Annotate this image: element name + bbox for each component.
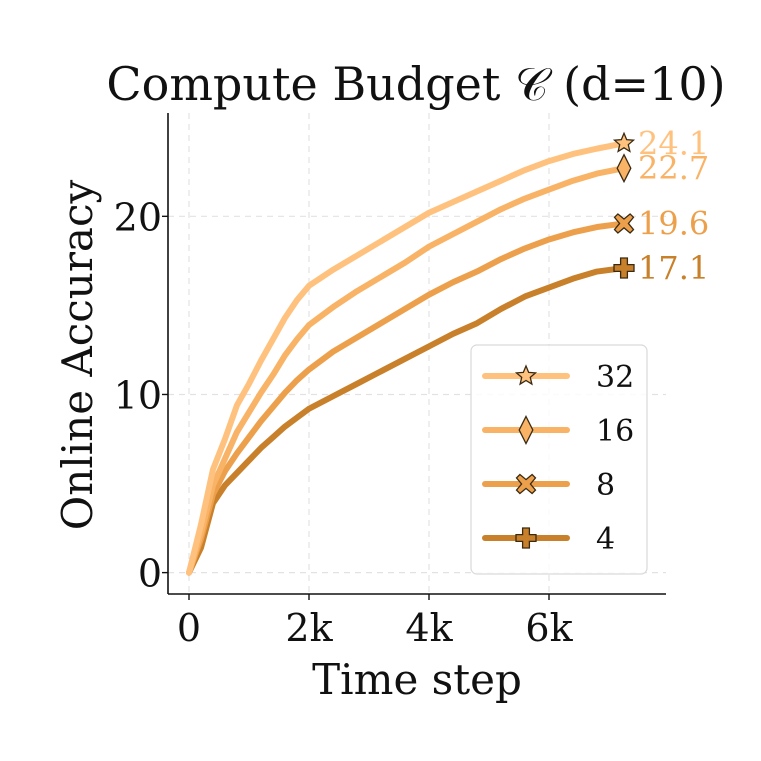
x-axis-label: Time step bbox=[312, 655, 522, 704]
y-tick-label: 10 bbox=[114, 373, 162, 417]
y-tick-label: 0 bbox=[138, 552, 162, 596]
legend: 32 16 8 4 bbox=[470, 344, 648, 575]
end-label-16: 22.7 bbox=[638, 149, 709, 187]
end-label-4: 17.1 bbox=[638, 249, 709, 287]
y-tick-label: 20 bbox=[114, 195, 162, 239]
x-tick-label: 0 bbox=[177, 606, 201, 650]
legend-label-32: 32 bbox=[596, 360, 634, 395]
chart-title: Compute Budget 𝒞 (d=10) bbox=[106, 57, 725, 111]
end-marker-32 bbox=[612, 131, 636, 153]
end-marker-4 bbox=[613, 257, 635, 279]
x-tick-label: 6k bbox=[525, 606, 573, 650]
series-line-4 bbox=[186, 264, 627, 576]
end-label-8: 19.6 bbox=[638, 204, 709, 242]
legend-marker-16 bbox=[518, 415, 534, 445]
series-lines bbox=[186, 140, 627, 576]
legend-box bbox=[470, 344, 648, 575]
legend-marker-32 bbox=[514, 364, 538, 386]
legend-label-8: 8 bbox=[596, 468, 615, 503]
legend-label-16: 16 bbox=[596, 414, 634, 449]
series-line-32 bbox=[186, 140, 627, 576]
legend-marker-4 bbox=[515, 527, 537, 549]
ticks: 0 2k 4k 6k 0 10 20 bbox=[114, 195, 574, 650]
series-line-16 bbox=[186, 165, 627, 576]
end-labels: 24.122.7 19.6 17.1 bbox=[612, 124, 709, 287]
x-tick-label: 2k bbox=[285, 606, 333, 650]
axes bbox=[167, 113, 666, 595]
end-label-32: 24.1 bbox=[638, 124, 709, 162]
y-axis-label: Online Accuracy bbox=[53, 180, 102, 531]
legend-marker-8 bbox=[515, 473, 537, 495]
legend-label-4: 4 bbox=[596, 522, 615, 557]
end-marker-16 bbox=[616, 153, 632, 184]
end-marker-8 bbox=[613, 213, 635, 234]
x-tick-label: 4k bbox=[405, 606, 453, 650]
series-line-8 bbox=[186, 220, 627, 576]
